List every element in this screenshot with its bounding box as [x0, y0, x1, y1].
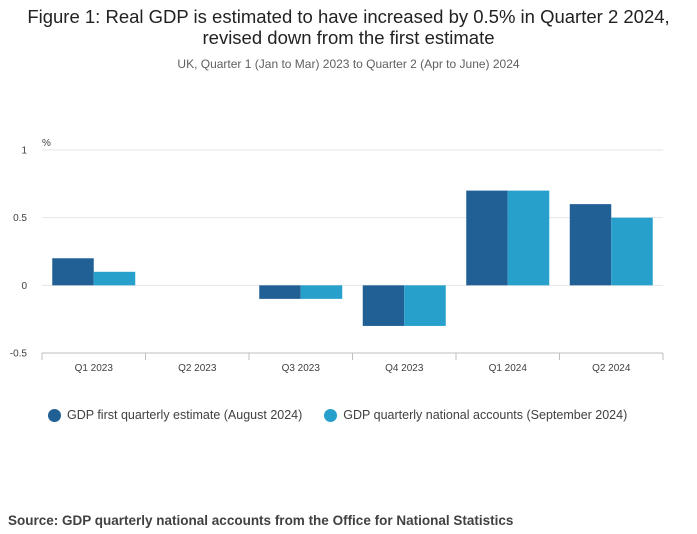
legend-item-first-estimate: GDP first quarterly estimate (August 202…: [48, 408, 302, 422]
x-tick-label: Q1 2024: [489, 363, 528, 374]
legend-item-national-accounts: GDP quarterly national accounts (Septemb…: [324, 408, 627, 422]
x-axis: [41, 352, 664, 360]
legend: GDP first quarterly estimate (August 202…: [48, 408, 649, 422]
bar-first-estimate: [569, 204, 612, 286]
tick-labels: 1 0.5 0 -0.5% Q1 2023 Q2 2023 Q3 2023 Q4 2023 Q1…: [10, 138, 631, 374]
x-tick-label: Q4 2023: [385, 363, 424, 374]
legend-label-national-accounts: GDP quarterly national accounts (Septemb…: [343, 408, 628, 422]
source-note: Source: GDP quarterly national accounts …: [8, 513, 514, 528]
y-tick-label: 0: [21, 281, 27, 292]
bar-national-accounts: [404, 285, 446, 326]
bar-first-estimate: [466, 190, 508, 286]
bar-national-accounts: [507, 190, 550, 286]
bar-first-estimate: [259, 285, 301, 299]
bar-first-estimate: [362, 285, 405, 326]
legend-swatch-first-estimate: [48, 408, 61, 422]
y-axis-unit: %: [42, 138, 51, 149]
bars: [52, 190, 653, 326]
y-tick-label: -0.5: [10, 349, 28, 360]
chart-title: Figure 1: Real GDP is estimated to have …: [27, 6, 670, 48]
y-tick-label: 1: [21, 146, 27, 157]
bar-national-accounts: [611, 217, 653, 286]
y-tick-label: 0.5: [13, 213, 27, 224]
bar-first-estimate: [52, 258, 94, 286]
x-tick-label: Q1 2023: [75, 363, 114, 374]
legend-label-first-estimate: GDP first quarterly estimate (August 202…: [67, 408, 303, 422]
x-tick-label: Q2 2024: [592, 363, 631, 374]
chart-subtitle: UK, Quarter 1 (Jan to Mar) 2023 to Quart…: [177, 57, 520, 71]
legend-swatch-national-accounts: [324, 408, 338, 422]
bar-national-accounts: [93, 271, 136, 286]
bar-national-accounts: [300, 285, 343, 299]
bar-chart: 1 0.5 0 -0.5% Q1 2023 Q2 2023 Q3 2023 Q4 2023 Q1…: [10, 138, 664, 374]
x-tick-label: Q2 2023: [178, 363, 217, 374]
x-tick-label: Q3 2023: [282, 363, 321, 374]
